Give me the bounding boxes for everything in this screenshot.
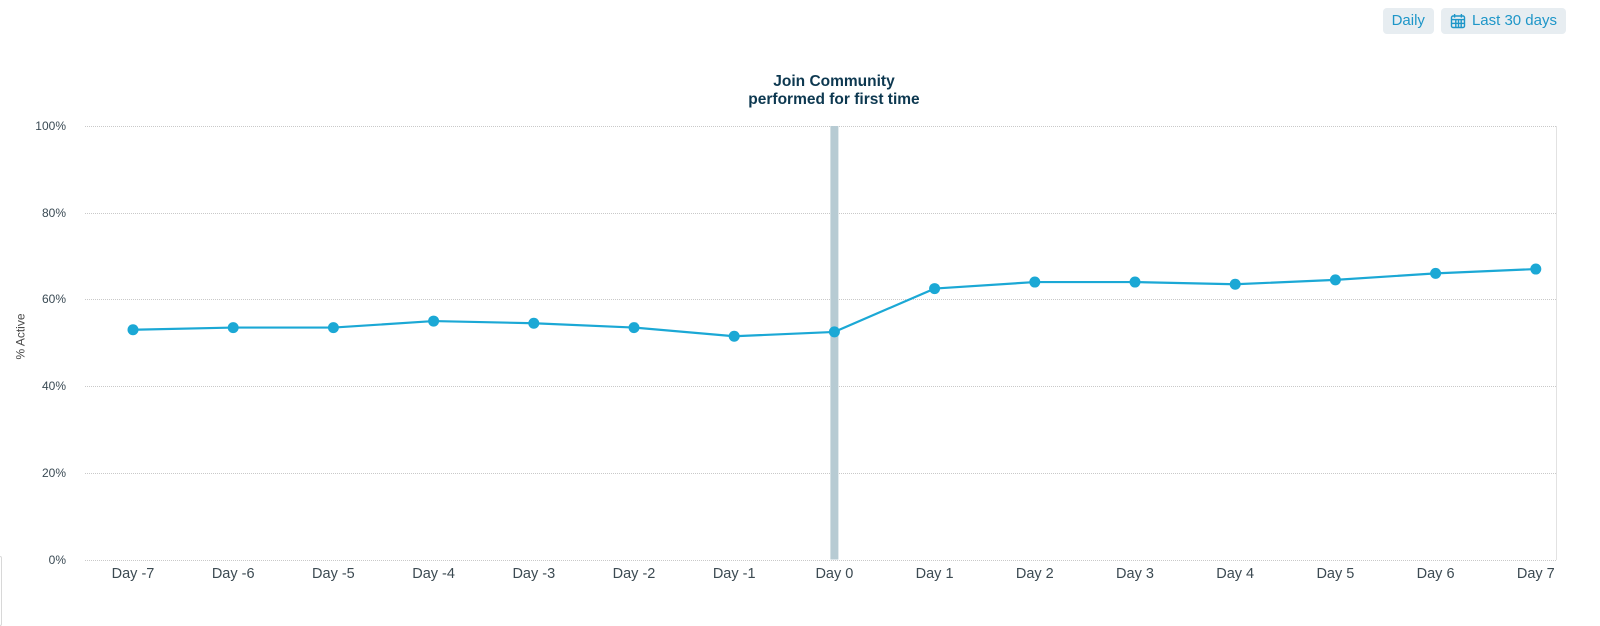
x-tick-day-4: Day -4 bbox=[412, 566, 455, 582]
y-tick-80%: 80% bbox=[41, 205, 66, 220]
gridline-80% bbox=[85, 212, 1556, 214]
x-tick-day-7: Day -7 bbox=[111, 566, 155, 582]
y-tick-60%: 60% bbox=[41, 292, 66, 307]
date-range-button[interactable]: Last 30 days bbox=[1440, 8, 1566, 34]
data-point-day1[interactable] bbox=[929, 283, 941, 295]
granularity-button-label: Daily bbox=[1391, 12, 1425, 29]
data-point-day-1[interactable] bbox=[728, 330, 740, 342]
x-tick-day-1: Day -1 bbox=[712, 566, 756, 582]
data-point-day5[interactable] bbox=[1329, 274, 1341, 286]
gridline-20% bbox=[85, 472, 1556, 474]
plot-right-border bbox=[1556, 126, 1557, 560]
cropped-edge-box bbox=[0, 556, 2, 626]
x-tick-day3: Day 3 bbox=[1116, 566, 1154, 582]
data-point-day2[interactable] bbox=[1029, 276, 1041, 288]
x-tick-day4: Day 4 bbox=[1216, 566, 1255, 582]
data-point-day7[interactable] bbox=[1530, 263, 1542, 275]
x-tick-day5: Day 5 bbox=[1316, 566, 1355, 582]
x-tick-day7: Day 7 bbox=[1516, 566, 1555, 582]
x-tick-day-6: Day -6 bbox=[211, 566, 255, 582]
x-tick-day-5: Day -5 bbox=[312, 566, 355, 582]
annotation-title-line2: performed for first time bbox=[748, 90, 920, 108]
gridline-0% bbox=[85, 559, 1556, 561]
x-tick-day0: Day 0 bbox=[815, 566, 854, 582]
data-point-day3[interactable] bbox=[1129, 276, 1141, 288]
gridline-100% bbox=[85, 126, 1556, 127]
chart-controls: Daily Last 30 days bbox=[1382, 8, 1566, 34]
data-point-day-6[interactable] bbox=[227, 322, 239, 334]
data-point-day-4[interactable] bbox=[428, 315, 440, 327]
y-tick-40%: 40% bbox=[41, 379, 66, 394]
x-tick-day6: Day 6 bbox=[1416, 566, 1455, 582]
date-range-button-label: Last 30 days bbox=[1471, 12, 1557, 29]
data-point-day4[interactable] bbox=[1229, 278, 1241, 290]
data-point-day-3[interactable] bbox=[528, 317, 540, 329]
x-tick-day-2: Day -2 bbox=[612, 566, 656, 582]
line-chart-svg bbox=[127, 126, 1542, 560]
annotation-title: Join Community performed for first time bbox=[634, 73, 1034, 108]
y-tick-100%: 100% bbox=[35, 119, 66, 133]
gridline-60% bbox=[85, 299, 1556, 301]
chart-page: Daily Last 30 days Join Community perfor… bbox=[0, 8, 1566, 626]
x-tick-day1: Day 1 bbox=[915, 566, 954, 582]
data-point-day-2[interactable] bbox=[628, 322, 640, 334]
calendar-icon bbox=[1450, 13, 1466, 29]
granularity-button[interactable]: Daily bbox=[1382, 8, 1434, 34]
data-point-day6[interactable] bbox=[1430, 267, 1442, 279]
gridline-40% bbox=[85, 386, 1556, 388]
annotation-title-line1: Join Community bbox=[773, 73, 895, 90]
data-point-day0[interactable] bbox=[828, 326, 840, 338]
data-point-day-7[interactable] bbox=[127, 324, 139, 336]
x-tick-day-3: Day -3 bbox=[512, 566, 556, 582]
x-tick-day2: Day 2 bbox=[1015, 566, 1054, 582]
data-point-day-5[interactable] bbox=[327, 322, 339, 334]
plot-area: % Active 0% 20% 40% 60% 80% 100% Day -7 Day -6 D… bbox=[14, 119, 1557, 582]
y-tick-20%: 20% bbox=[41, 465, 66, 480]
event-vertical-band bbox=[830, 126, 839, 560]
y-tick-0%: 0% bbox=[48, 552, 66, 567]
